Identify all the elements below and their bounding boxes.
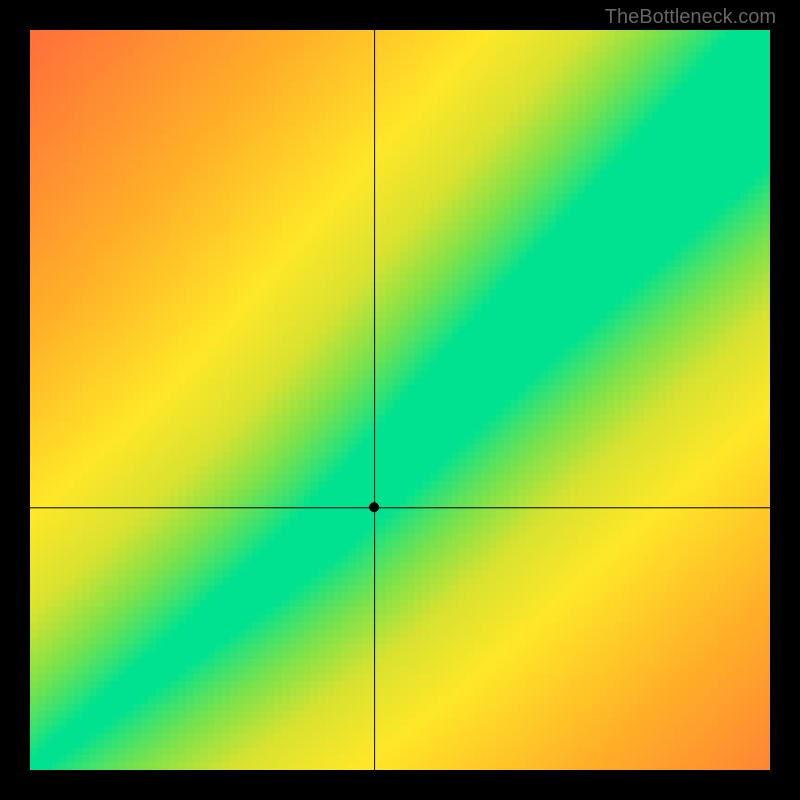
watermark-text: TheBottleneck.com <box>605 6 776 29</box>
crosshair-overlay <box>30 30 770 770</box>
bottleneck-heatmap <box>30 30 770 770</box>
